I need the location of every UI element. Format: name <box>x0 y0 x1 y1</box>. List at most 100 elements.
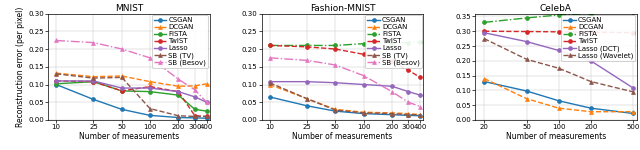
FISTA <box>118 90 125 92</box>
Line: SB (TV): SB (TV) <box>54 72 209 118</box>
SB (Besov) <box>303 59 311 61</box>
CSGAN <box>118 108 125 110</box>
FISTA <box>481 21 488 23</box>
Lasso <box>388 85 396 87</box>
CSGAN <box>303 105 311 107</box>
DCGAN <box>555 107 563 109</box>
X-axis label: Number of measurements: Number of measurements <box>292 132 392 141</box>
SB (TV) <box>191 116 198 117</box>
TwIST <box>523 31 531 32</box>
DCGAN <box>90 76 97 78</box>
FISTA <box>416 41 424 43</box>
FISTA <box>388 42 396 43</box>
Lasso <box>90 80 97 82</box>
SB (Besov) <box>52 40 60 41</box>
CSGAN <box>266 96 273 98</box>
Lasso (DCT) <box>481 32 488 34</box>
FISTA <box>303 45 311 46</box>
SB (Besov) <box>90 42 97 43</box>
DCGAN <box>523 98 531 100</box>
CSGAN <box>360 113 367 114</box>
SB (TV) <box>175 115 182 117</box>
SB (Besov) <box>203 101 211 103</box>
CSGAN <box>404 114 412 116</box>
Lasso (DCT) <box>629 87 637 89</box>
SB (TV) <box>90 77 97 79</box>
Legend: CSGAN, DCGAN, FISTA, TwIST, Lasso (DCT), Lasso (Wavelet): CSGAN, DCGAN, FISTA, TwIST, Lasso (DCT),… <box>561 15 636 61</box>
TwIST <box>332 48 339 50</box>
Legend: CSGAN, DCGAN, FISTA, TwIST, Lasso, SB (TV), SB (Besov): CSGAN, DCGAN, FISTA, TwIST, Lasso, SB (T… <box>152 15 209 68</box>
CSGAN <box>332 110 339 112</box>
DCGAN <box>303 98 311 100</box>
FISTA <box>523 17 531 19</box>
Lasso (Wavelet) <box>555 67 563 69</box>
Legend: CSGAN, DCGAN, FISTA, TwIST, Lasso, SB (TV), SB (Besov): CSGAN, DCGAN, FISTA, TwIST, Lasso, SB (T… <box>365 15 422 68</box>
Line: Lasso: Lasso <box>268 80 422 97</box>
Line: Lasso (Wavelet): Lasso (Wavelet) <box>483 37 635 94</box>
TwIST <box>203 116 211 117</box>
DCGAN <box>146 81 154 82</box>
Lasso <box>52 80 60 82</box>
DCGAN <box>52 72 60 74</box>
Line: TwIST: TwIST <box>268 44 422 79</box>
FISTA <box>404 42 412 43</box>
TwIST <box>587 31 595 33</box>
CSGAN <box>481 81 488 82</box>
FISTA <box>555 14 563 16</box>
FISTA <box>90 81 97 82</box>
Line: SB (TV): SB (TV) <box>268 81 422 117</box>
TwIST <box>404 69 412 71</box>
SB (TV) <box>118 76 125 78</box>
CSGAN <box>523 90 531 92</box>
FISTA <box>52 83 60 85</box>
CSGAN <box>587 107 595 109</box>
TwIST <box>175 91 182 93</box>
Title: MNIST: MNIST <box>115 4 143 13</box>
Line: CSGAN: CSGAN <box>483 80 635 116</box>
Lasso <box>203 101 211 103</box>
CSGAN <box>146 114 154 116</box>
Lasso (Wavelet) <box>629 91 637 93</box>
Line: SB (Besov): SB (Besov) <box>54 39 209 104</box>
Line: DCGAN: DCGAN <box>268 82 422 117</box>
Line: TwIST: TwIST <box>483 29 635 35</box>
SB (TV) <box>388 113 396 114</box>
FISTA <box>266 45 273 46</box>
X-axis label: Number of measurements: Number of measurements <box>506 132 606 141</box>
Lasso (Wavelet) <box>587 81 595 82</box>
TwIST <box>555 31 563 33</box>
CSGAN <box>555 100 563 102</box>
Line: FISTA: FISTA <box>54 80 209 113</box>
Title: Fashion-MNIST: Fashion-MNIST <box>310 4 375 13</box>
SB (Besov) <box>416 106 424 107</box>
Lasso <box>118 87 125 89</box>
CSGAN <box>203 117 211 119</box>
SB (TV) <box>266 82 273 84</box>
Lasso <box>332 82 339 84</box>
TwIST <box>118 90 125 92</box>
CSGAN <box>388 114 396 116</box>
FISTA <box>587 13 595 14</box>
SB (Besov) <box>332 64 339 66</box>
TwIST <box>146 86 154 88</box>
Lasso <box>266 81 273 82</box>
CSGAN <box>191 117 198 119</box>
DCGAN <box>629 111 637 113</box>
Lasso <box>191 96 198 98</box>
Y-axis label: Reconstruction error (per pixel): Reconstruction error (per pixel) <box>16 7 26 127</box>
Line: CSGAN: CSGAN <box>268 95 422 118</box>
Lasso (DCT) <box>523 41 531 42</box>
FISTA <box>191 108 198 110</box>
DCGAN <box>360 111 367 113</box>
DCGAN <box>191 85 198 87</box>
SB (TV) <box>303 98 311 100</box>
TwIST <box>52 80 60 82</box>
DCGAN <box>332 108 339 110</box>
TwIST <box>303 46 311 48</box>
DCGAN <box>266 84 273 85</box>
Line: DCGAN: DCGAN <box>54 71 209 88</box>
SB (Besov) <box>146 57 154 59</box>
CSGAN <box>416 115 424 117</box>
Title: CelebA: CelebA <box>540 4 572 13</box>
SB (Besov) <box>388 91 396 93</box>
